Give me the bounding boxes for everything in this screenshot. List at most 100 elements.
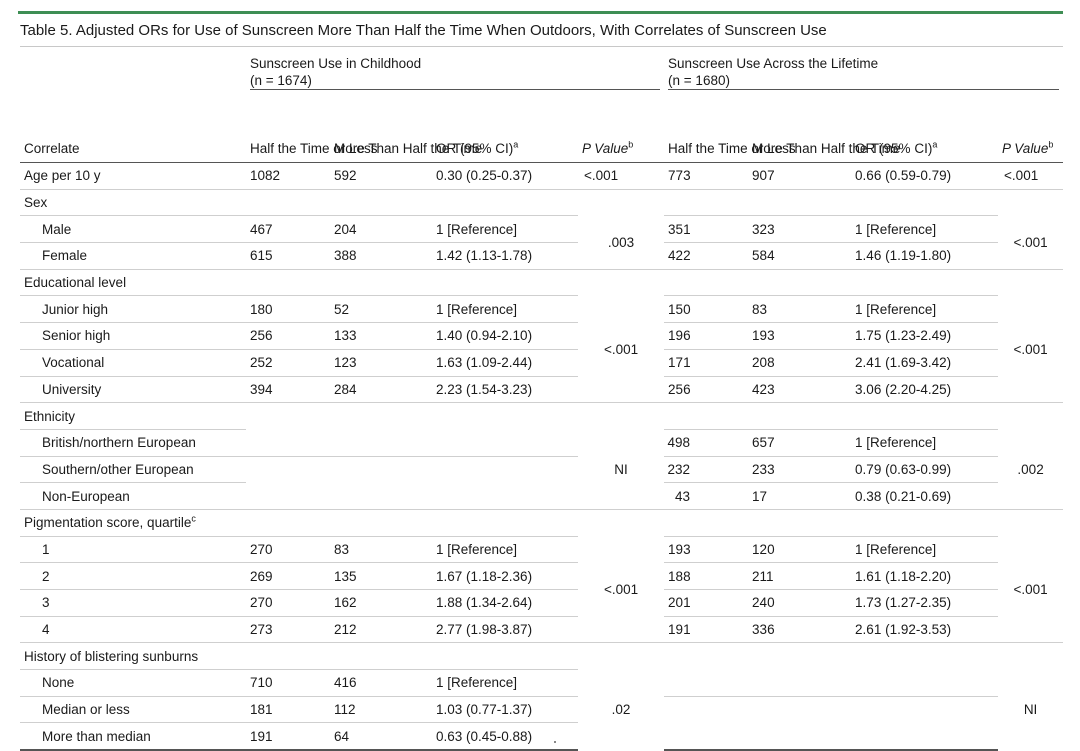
cell-value: 388	[330, 242, 432, 270]
cell-p-value: NI	[1023, 702, 1038, 718]
cell-value: 0.63 (0.45-0.88)	[432, 722, 578, 751]
cell-p-value: <.001	[1013, 341, 1048, 357]
col-header-or: OR (95% CI)a	[432, 99, 578, 163]
cell-value: 256	[664, 375, 749, 403]
section-label: Educational level	[20, 268, 1064, 296]
cell-empty	[748, 695, 852, 723]
table-row: More than median 191 64 0.63 (0.45-0.88)	[20, 722, 1063, 751]
cell-value: 1082	[250, 168, 281, 184]
col-header-half-or-less: Half the Time or Less	[664, 99, 796, 163]
cell-value: 1 [Reference]	[851, 295, 999, 323]
section-row: Educational level	[20, 268, 1064, 296]
table-row: University 394 284 2.23 (1.54-3.23) 256 …	[20, 375, 1063, 403]
table-row: Junior high 180 52 1 [Reference] <.001 1…	[20, 295, 1063, 357]
cell-value: 394	[246, 375, 330, 403]
cell-value: 162	[330, 589, 432, 617]
cell-p-value: <.001	[603, 341, 639, 357]
cell-value: 270	[246, 589, 330, 617]
cell-value: 1.75 (1.23-2.49)	[851, 322, 999, 350]
row-label: Southern/other European	[20, 455, 246, 483]
cell-value: 1 [Reference]	[432, 535, 578, 563]
cell-empty	[851, 695, 999, 723]
cell-value: 181	[246, 695, 330, 723]
table-row: 1 270 83 1 [Reference] <.001 193 120 1 […	[20, 535, 1063, 597]
table-row: Non-European 43 17 0.38 (0.21-0.69)	[20, 482, 1063, 510]
row-label: Senior high	[20, 322, 246, 350]
col-header-correlate: Correlate	[20, 99, 246, 163]
header-blank	[20, 46, 246, 99]
cell-p-value: <.001	[1013, 234, 1048, 250]
section-label: History of blistering sunburns	[20, 642, 1064, 670]
cell-value: 422	[664, 242, 749, 270]
cell-empty	[664, 722, 749, 751]
cell-empty	[432, 429, 578, 456]
cell-p-value: NI	[614, 461, 628, 477]
cell-value: 233	[748, 455, 852, 483]
table-row: 2 269 135 1.67 (1.18-2.36) 188 211 1.61 …	[20, 562, 1063, 590]
cell-value: 1.03 (0.77-1.37)	[432, 695, 578, 723]
cell-empty	[246, 429, 330, 456]
row-label: British/northern European	[20, 428, 246, 457]
cell-value: 1.61 (1.18-2.20)	[851, 562, 999, 590]
cell-empty	[748, 722, 852, 751]
table-row: Female 615 388 1.42 (1.13-1.78) 422 584 …	[20, 242, 1063, 270]
cell-value: 907	[752, 168, 775, 184]
cell-value: 17	[748, 482, 852, 510]
col-header-p-value: P Valueb	[998, 99, 1064, 163]
cell-p-value: <.001	[1004, 168, 1039, 184]
cell-value: 1 [Reference]	[432, 669, 578, 697]
cell-value: 83	[748, 295, 852, 323]
cell-empty	[246, 455, 330, 483]
cell-value: 0.79 (0.63-0.99)	[851, 455, 999, 483]
cell-value: 2.23 (1.54-3.23)	[432, 375, 578, 403]
row-label: Female	[20, 242, 246, 270]
cell-value: 323	[748, 215, 852, 243]
cell-value: 773	[668, 168, 691, 184]
cell-value: 43	[664, 482, 749, 510]
cell-empty	[432, 483, 578, 510]
cell-value: 1.63 (1.09-2.44)	[432, 348, 578, 376]
cell-value: 1 [Reference]	[432, 215, 578, 243]
cell-value: 83	[330, 535, 432, 563]
cell-value: 208	[748, 348, 852, 376]
cell-value: 64	[330, 722, 432, 751]
cell-value: 240	[748, 589, 852, 617]
table-row: 3 270 162 1.88 (1.34-2.64) 201 240 1.73 …	[20, 589, 1063, 617]
row-label: Male	[20, 215, 246, 243]
cell-p-value: .003	[607, 234, 635, 250]
section-label: Sex	[20, 188, 1064, 216]
cell-value: 615	[246, 242, 330, 270]
cell-value: 1.42 (1.13-1.78)	[432, 242, 578, 270]
section-label: Pigmentation score, quartilec	[20, 508, 1064, 537]
table-row: British/northern European NI 498 657 1 […	[20, 428, 1063, 477]
cell-value: 657	[748, 428, 852, 457]
row-label: More than median	[20, 722, 246, 751]
cell-value: 498	[664, 428, 749, 457]
cell-value: 1.40 (0.94-2.10)	[432, 322, 578, 350]
cell-value: 171	[664, 348, 749, 376]
cell-value: 423	[748, 375, 852, 403]
cell-value: 52	[330, 295, 432, 323]
cell-value: 0.38 (0.21-0.69)	[851, 482, 999, 510]
cell-value: 191	[246, 722, 330, 751]
table-row: Senior high 256 133 1.40 (0.94-2.10) 196…	[20, 322, 1063, 350]
cell-value: 201	[664, 589, 749, 617]
col-header-half-or-less: Half the Time or Less	[246, 99, 378, 163]
cell-value: 467	[246, 215, 330, 243]
accent-rule	[18, 11, 1063, 14]
cell-value: 212	[330, 615, 432, 643]
page-mark	[554, 741, 556, 743]
cell-empty	[664, 695, 749, 723]
cell-value: 252	[246, 348, 330, 376]
cell-value: 1 [Reference]	[851, 428, 999, 457]
table-row: None 710 416 1 [Reference] .02 NI	[20, 669, 1063, 717]
cell-empty	[432, 455, 578, 483]
row-label: Junior high	[20, 295, 246, 323]
section-row: Pigmentation score, quartilec	[20, 508, 1064, 537]
group-header-childhood: Sunscreen Use in Childhood (n = 1674)	[246, 46, 665, 99]
cell-value: 1.67 (1.18-2.36)	[432, 562, 578, 590]
cell-value: 584	[748, 242, 852, 270]
cell-value: 191	[664, 615, 749, 643]
cell-value: 710	[246, 669, 330, 697]
